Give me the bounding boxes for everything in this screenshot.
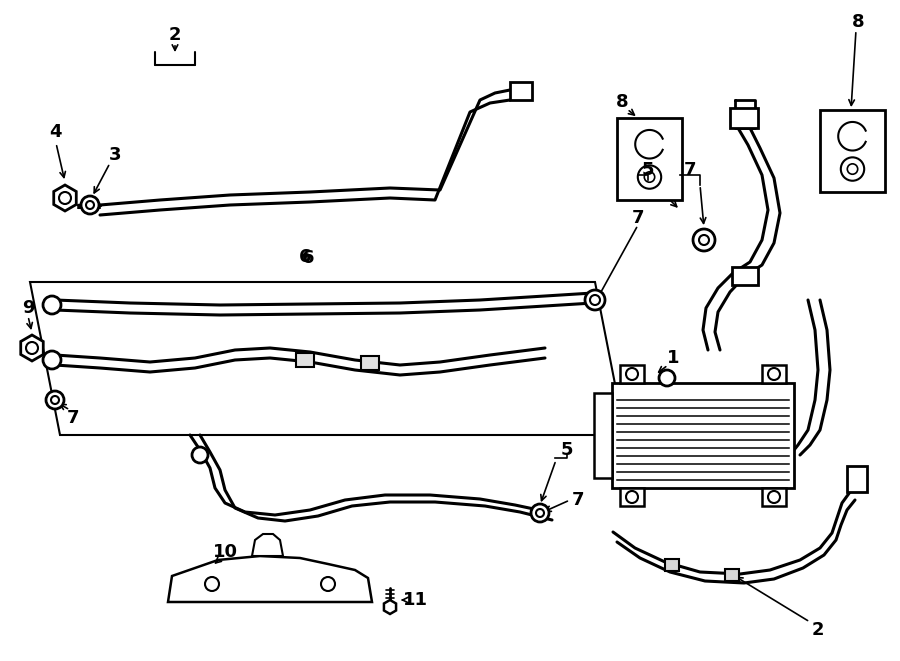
- Text: 8: 8: [851, 13, 864, 31]
- Bar: [665, 559, 679, 571]
- Bar: [620, 365, 644, 383]
- Circle shape: [590, 295, 600, 305]
- Circle shape: [86, 201, 94, 209]
- Bar: [762, 488, 786, 506]
- Circle shape: [59, 192, 71, 204]
- Text: 7: 7: [67, 409, 79, 427]
- Bar: [730, 108, 758, 128]
- Bar: [847, 466, 867, 492]
- Bar: [725, 569, 739, 581]
- Text: 7: 7: [572, 491, 584, 509]
- Text: 5: 5: [642, 161, 654, 179]
- Circle shape: [46, 391, 64, 409]
- Circle shape: [51, 396, 59, 404]
- Text: 7: 7: [684, 161, 697, 179]
- Polygon shape: [252, 534, 283, 556]
- Circle shape: [768, 491, 780, 503]
- Circle shape: [768, 368, 780, 380]
- Circle shape: [847, 164, 858, 175]
- Text: 9: 9: [22, 299, 34, 317]
- Circle shape: [192, 447, 208, 463]
- Polygon shape: [168, 556, 372, 602]
- Text: 4: 4: [49, 123, 61, 141]
- Text: 3: 3: [109, 146, 122, 164]
- Circle shape: [699, 235, 709, 245]
- Text: 6: 6: [302, 249, 314, 267]
- Circle shape: [841, 157, 864, 180]
- Bar: [762, 365, 786, 383]
- Text: 5: 5: [561, 441, 573, 459]
- Text: 10: 10: [212, 543, 238, 561]
- Circle shape: [626, 368, 638, 380]
- Bar: [732, 267, 758, 285]
- Circle shape: [693, 229, 715, 251]
- Text: 1: 1: [667, 349, 680, 367]
- Bar: [296, 353, 314, 367]
- Text: 7: 7: [632, 209, 644, 227]
- Text: 8: 8: [616, 93, 628, 111]
- Circle shape: [205, 577, 219, 591]
- Circle shape: [659, 370, 675, 386]
- Circle shape: [43, 296, 61, 314]
- Bar: [361, 356, 379, 370]
- Text: 6: 6: [299, 248, 311, 266]
- Text: 2: 2: [812, 621, 824, 639]
- Text: 11: 11: [402, 591, 428, 609]
- Circle shape: [43, 351, 61, 369]
- Text: 2: 2: [169, 26, 181, 44]
- Bar: [612, 383, 794, 488]
- Polygon shape: [30, 282, 625, 435]
- Circle shape: [638, 165, 662, 189]
- Circle shape: [536, 509, 544, 517]
- Circle shape: [644, 172, 654, 182]
- Circle shape: [585, 290, 605, 310]
- Polygon shape: [21, 335, 43, 361]
- Circle shape: [26, 342, 38, 354]
- Circle shape: [81, 196, 99, 214]
- Polygon shape: [384, 600, 396, 614]
- Bar: [617, 118, 682, 200]
- Circle shape: [626, 491, 638, 503]
- Polygon shape: [54, 185, 76, 211]
- Bar: [510, 82, 532, 100]
- Circle shape: [531, 504, 549, 522]
- Bar: [594, 393, 612, 478]
- Bar: [620, 488, 644, 506]
- Bar: [820, 110, 885, 192]
- Circle shape: [321, 577, 335, 591]
